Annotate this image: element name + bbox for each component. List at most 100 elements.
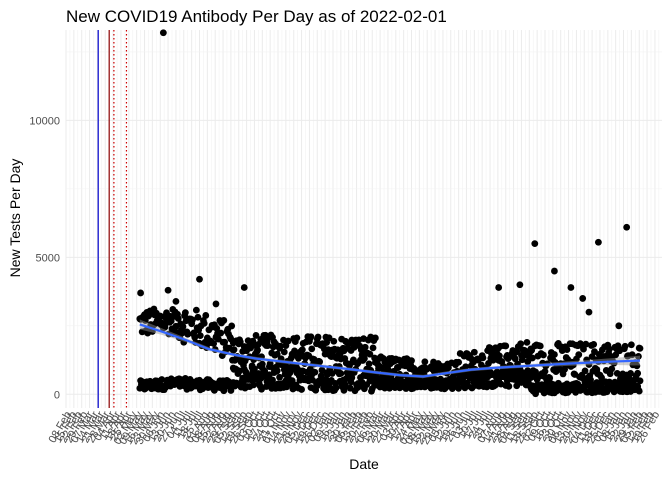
data-point bbox=[505, 382, 513, 390]
data-point bbox=[210, 340, 218, 347]
data-point bbox=[189, 316, 196, 324]
data-point bbox=[496, 352, 503, 360]
data-point bbox=[479, 354, 487, 362]
data-point bbox=[158, 376, 166, 383]
data-point bbox=[579, 295, 587, 302]
data-point bbox=[273, 350, 281, 358]
data-point bbox=[236, 338, 244, 346]
data-point bbox=[273, 367, 281, 375]
data-point bbox=[621, 342, 629, 350]
data-point bbox=[264, 342, 272, 350]
data-point bbox=[221, 338, 229, 346]
data-point bbox=[365, 360, 373, 368]
data-point bbox=[615, 322, 623, 330]
data-point bbox=[181, 309, 189, 317]
data-point bbox=[546, 374, 554, 382]
data-point bbox=[532, 368, 539, 376]
data-point bbox=[551, 267, 558, 275]
data-point bbox=[361, 343, 369, 351]
data-point bbox=[627, 341, 635, 349]
data-point bbox=[332, 384, 340, 392]
data-point bbox=[518, 356, 526, 364]
data-point bbox=[311, 368, 319, 376]
data-point bbox=[529, 354, 536, 362]
data-point bbox=[291, 347, 298, 355]
data-point bbox=[523, 338, 531, 346]
data-point bbox=[227, 387, 235, 394]
data-point bbox=[308, 345, 316, 353]
data-point bbox=[531, 240, 539, 248]
data-point bbox=[511, 355, 519, 363]
reference-lines bbox=[97, 30, 128, 408]
y-axis-title: New Tests Per Day bbox=[7, 159, 23, 278]
data-point bbox=[635, 387, 643, 395]
data-point bbox=[634, 369, 642, 377]
data-point bbox=[286, 369, 294, 377]
data-point bbox=[328, 370, 336, 377]
data-point bbox=[408, 357, 415, 365]
data-point bbox=[636, 377, 644, 385]
data-point bbox=[462, 363, 470, 371]
data-point bbox=[563, 346, 571, 353]
x-axis-title: Date bbox=[349, 456, 379, 472]
data-point bbox=[254, 346, 261, 354]
data-point bbox=[192, 306, 200, 314]
y-tick-label: 0 bbox=[54, 389, 60, 401]
data-point bbox=[317, 372, 325, 380]
y-tick-label: 5000 bbox=[36, 252, 60, 264]
data-point bbox=[517, 340, 525, 348]
data-point bbox=[194, 313, 202, 321]
data-point bbox=[628, 351, 636, 359]
data-point bbox=[314, 333, 322, 341]
data-point bbox=[280, 348, 288, 356]
data-point bbox=[590, 340, 598, 348]
data-point bbox=[567, 284, 575, 291]
smooth-trend bbox=[139, 319, 641, 379]
data-point bbox=[240, 284, 248, 291]
data-point bbox=[360, 355, 368, 363]
data-point bbox=[502, 342, 510, 350]
data-point bbox=[307, 333, 315, 341]
data-point bbox=[384, 365, 392, 373]
data-point bbox=[298, 346, 306, 354]
data-point bbox=[212, 300, 220, 308]
data-point bbox=[536, 342, 544, 350]
data-point bbox=[348, 374, 356, 382]
data-point bbox=[582, 340, 590, 348]
data-point bbox=[330, 337, 338, 345]
data-point bbox=[252, 332, 260, 339]
data-point bbox=[174, 315, 182, 322]
data-point bbox=[196, 332, 204, 340]
data-point bbox=[164, 286, 172, 294]
data-point bbox=[184, 330, 192, 338]
data-point bbox=[635, 353, 642, 360]
chart-title: New COVID19 Antibody Per Day as of 2022-… bbox=[66, 7, 447, 26]
data-point bbox=[220, 317, 228, 324]
data-point bbox=[551, 351, 558, 358]
data-point bbox=[230, 346, 238, 354]
data-point bbox=[137, 289, 144, 297]
data-point bbox=[371, 334, 379, 342]
data-point bbox=[251, 365, 258, 373]
data-point bbox=[228, 322, 236, 330]
data-point bbox=[179, 323, 187, 330]
data-point bbox=[516, 281, 524, 289]
data-point bbox=[445, 364, 452, 372]
data-point bbox=[202, 312, 210, 319]
data-point bbox=[200, 319, 208, 327]
data-point bbox=[191, 333, 199, 341]
data-point bbox=[540, 351, 547, 359]
data-point bbox=[366, 350, 374, 358]
data-point bbox=[250, 381, 258, 389]
data-point bbox=[575, 351, 583, 359]
data-point bbox=[298, 386, 305, 393]
data-point bbox=[288, 377, 296, 385]
data-point bbox=[325, 334, 333, 342]
y-tick-label: 10000 bbox=[29, 115, 60, 127]
data-point bbox=[633, 362, 641, 370]
data-point bbox=[627, 370, 634, 377]
data-point bbox=[217, 329, 225, 337]
data-point bbox=[293, 334, 301, 342]
